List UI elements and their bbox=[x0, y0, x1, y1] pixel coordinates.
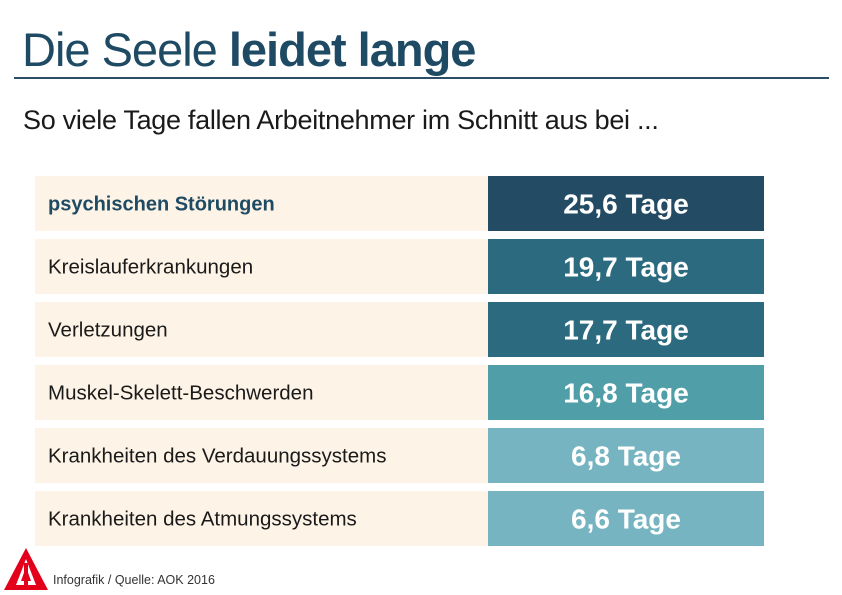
category-label: Kreislauferkrankungen bbox=[48, 256, 253, 279]
value-cell bbox=[488, 365, 764, 420]
value-label: 17,7 Tage bbox=[563, 315, 689, 346]
value-label: 25,6 Tage bbox=[563, 189, 689, 220]
category-label: psychischen Störungen bbox=[48, 194, 275, 216]
table-row: Muskel-Skelett-Beschwerden 16,8 Tage bbox=[35, 365, 764, 420]
value-label: 19,7 Tage bbox=[563, 252, 689, 283]
value-cell bbox=[488, 428, 764, 483]
table-row: Krankheiten des Atmungssystems 6,6 Tage bbox=[35, 491, 764, 546]
category-label: Verletzungen bbox=[48, 319, 168, 342]
category-label-bg bbox=[35, 239, 488, 294]
table-row: Verletzungen 17,7 Tage bbox=[35, 302, 764, 357]
title-regular: Die Seele bbox=[22, 23, 218, 76]
value-label: 6,8 Tage bbox=[571, 441, 681, 472]
category-label: Krankheiten des Verdauungssystems bbox=[48, 445, 386, 468]
title-bold: leidet lange bbox=[228, 23, 477, 76]
table-row: psychischen Störungen 25,6 Tage bbox=[35, 176, 764, 231]
value-cell bbox=[488, 239, 764, 294]
category-label: Muskel-Skelett-Beschwerden bbox=[48, 382, 313, 405]
table-row: Krankheiten des Verdauungssystems 6,8 Tag… bbox=[35, 428, 764, 483]
category-label: Krankheiten des Atmungssystems bbox=[48, 508, 357, 531]
value-label: 6,6 Tage bbox=[571, 504, 681, 535]
value-cell bbox=[488, 176, 764, 231]
category-label-bg bbox=[35, 365, 488, 420]
chart-title: Die Seele leidet lange bbox=[22, 22, 477, 78]
title-divider bbox=[14, 77, 829, 79]
category-label-bg bbox=[35, 428, 488, 483]
category-label-bg bbox=[35, 302, 488, 357]
value-cell bbox=[488, 302, 764, 357]
table-row: Kreislauferkrankungen 19,7 Tage bbox=[35, 239, 764, 294]
ig-metall-logo bbox=[4, 548, 48, 590]
source-note: Infografik / Quelle: AOK 2016 bbox=[53, 573, 215, 587]
category-label-bg bbox=[35, 176, 488, 231]
value-cell bbox=[488, 491, 764, 546]
chart-subtitle: So viele Tage fallen Arbeitnehmer im Sch… bbox=[23, 105, 659, 135]
value-label: 16,8 Tage bbox=[563, 378, 689, 409]
category-label-bg bbox=[35, 491, 488, 546]
